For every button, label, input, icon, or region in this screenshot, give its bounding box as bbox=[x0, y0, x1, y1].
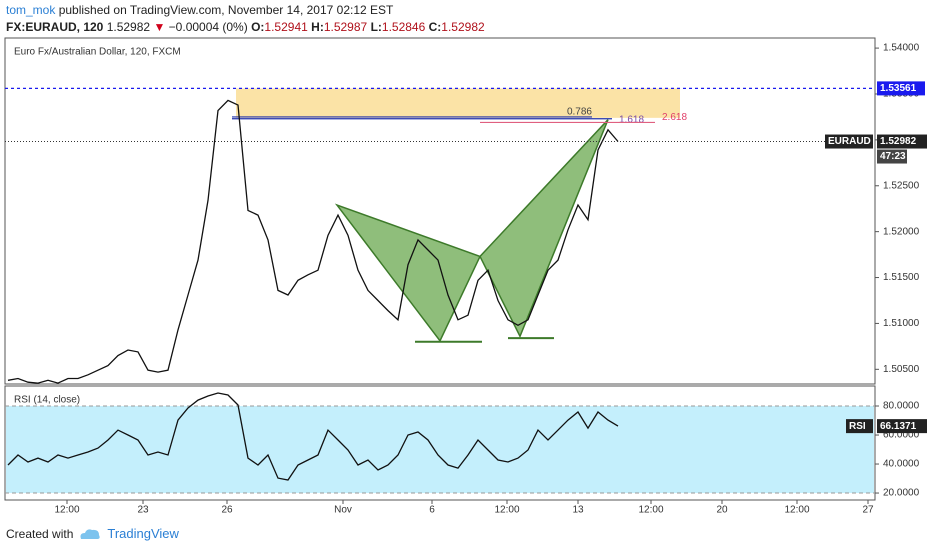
ohlc-key: H: bbox=[311, 20, 324, 34]
ohlc-value: 1.52982 bbox=[441, 20, 485, 34]
countdown-box bbox=[877, 149, 907, 164]
zone bbox=[236, 88, 680, 118]
x-tick-label: 23 bbox=[137, 505, 149, 516]
last-value-box bbox=[877, 419, 927, 434]
last-name: RSI bbox=[849, 421, 866, 432]
band bbox=[6, 406, 874, 494]
header-line: FX:EURAUD, 120 1.52982 ▼ −0.00004 (0%) O… bbox=[6, 19, 485, 36]
y-tick-label: 1.54000 bbox=[883, 43, 920, 54]
series-line bbox=[7, 99, 619, 384]
y-tick-label: 60.0000 bbox=[883, 430, 920, 441]
x-tick-label: Nov bbox=[334, 505, 352, 516]
x-tick-label: 12:00 bbox=[784, 505, 809, 516]
ohlc-key: O: bbox=[251, 20, 265, 34]
x-tick-label: 12:00 bbox=[638, 505, 663, 516]
x-tick-label: 20 bbox=[716, 505, 728, 516]
level-label-box bbox=[877, 81, 925, 96]
fib-label: 0.786 bbox=[567, 107, 592, 118]
fib-label: 1.618 bbox=[619, 114, 644, 125]
y-tick-label: 1.52000 bbox=[883, 226, 920, 237]
last-name-box bbox=[846, 419, 873, 434]
last-value-box bbox=[877, 134, 927, 149]
level-label: 1.53561 bbox=[880, 83, 917, 94]
author[interactable]: tom_mok bbox=[6, 3, 56, 17]
ohlc-value: 1.52941 bbox=[264, 20, 308, 34]
x-tick-label: 13 bbox=[572, 505, 584, 516]
published: published on TradingView.com, November 1… bbox=[58, 3, 394, 17]
x-tick-label: 6 bbox=[429, 505, 435, 516]
pane-title: Euro Fx/Australian Dollar, 120, FXCM bbox=[14, 47, 181, 58]
direction: ▼ bbox=[153, 20, 166, 34]
last-name: EURAUD bbox=[828, 136, 871, 147]
series-line bbox=[7, 392, 619, 481]
last: 1.52982 bbox=[106, 20, 151, 34]
created: Created with bbox=[6, 526, 74, 541]
last-name-box bbox=[825, 134, 873, 149]
pattern-triangle bbox=[479, 119, 609, 339]
brand[interactable]: TradingView bbox=[107, 526, 179, 541]
ohlc-value: 1.52846 bbox=[381, 20, 426, 34]
logo bbox=[80, 528, 101, 539]
footer: Created with TradingView bbox=[6, 526, 179, 541]
countdown: 47:23 bbox=[880, 151, 906, 162]
chart: 1.505001.510001.515001.520001.525001.530… bbox=[4, 37, 927, 516]
y-tick-label: 1.50500 bbox=[883, 364, 920, 375]
fib-label: 2.618 bbox=[662, 112, 687, 123]
last-value: 66.1371 bbox=[880, 421, 917, 432]
x-tick-label: 27 bbox=[862, 505, 874, 516]
change: −0.00004 (0%) bbox=[168, 20, 248, 34]
ohlc-key: L: bbox=[370, 20, 382, 34]
x-tick-label: 12:00 bbox=[54, 505, 79, 516]
header-line: tom_mok published on TradingView.com, No… bbox=[6, 2, 485, 19]
last-value: 1.52982 bbox=[880, 136, 917, 147]
y-tick-label: 1.51000 bbox=[883, 318, 920, 329]
x-tick-label: 12:00 bbox=[494, 505, 519, 516]
y-tick-label: 1.51500 bbox=[883, 272, 920, 283]
ohlc: O:1.52941 H:1.52987 L:1.52846 C:1.52982 bbox=[251, 20, 485, 34]
y-tick-label: 80.0000 bbox=[883, 401, 920, 412]
symbol: FX:EURAUD, 120 bbox=[6, 20, 104, 34]
header: tom_mok published on TradingView.com, No… bbox=[6, 2, 485, 36]
ohlc-key: C: bbox=[428, 20, 442, 34]
pattern-triangle bbox=[334, 203, 482, 343]
y-tick-label: 40.0000 bbox=[883, 459, 920, 470]
pane-title: RSI (14, close) bbox=[14, 395, 80, 406]
y-tick-label: 20.0000 bbox=[883, 488, 920, 499]
x-tick-label: 26 bbox=[221, 505, 233, 516]
ohlc-value: 1.52987 bbox=[323, 20, 368, 34]
y-tick-label: 1.52500 bbox=[883, 180, 920, 191]
